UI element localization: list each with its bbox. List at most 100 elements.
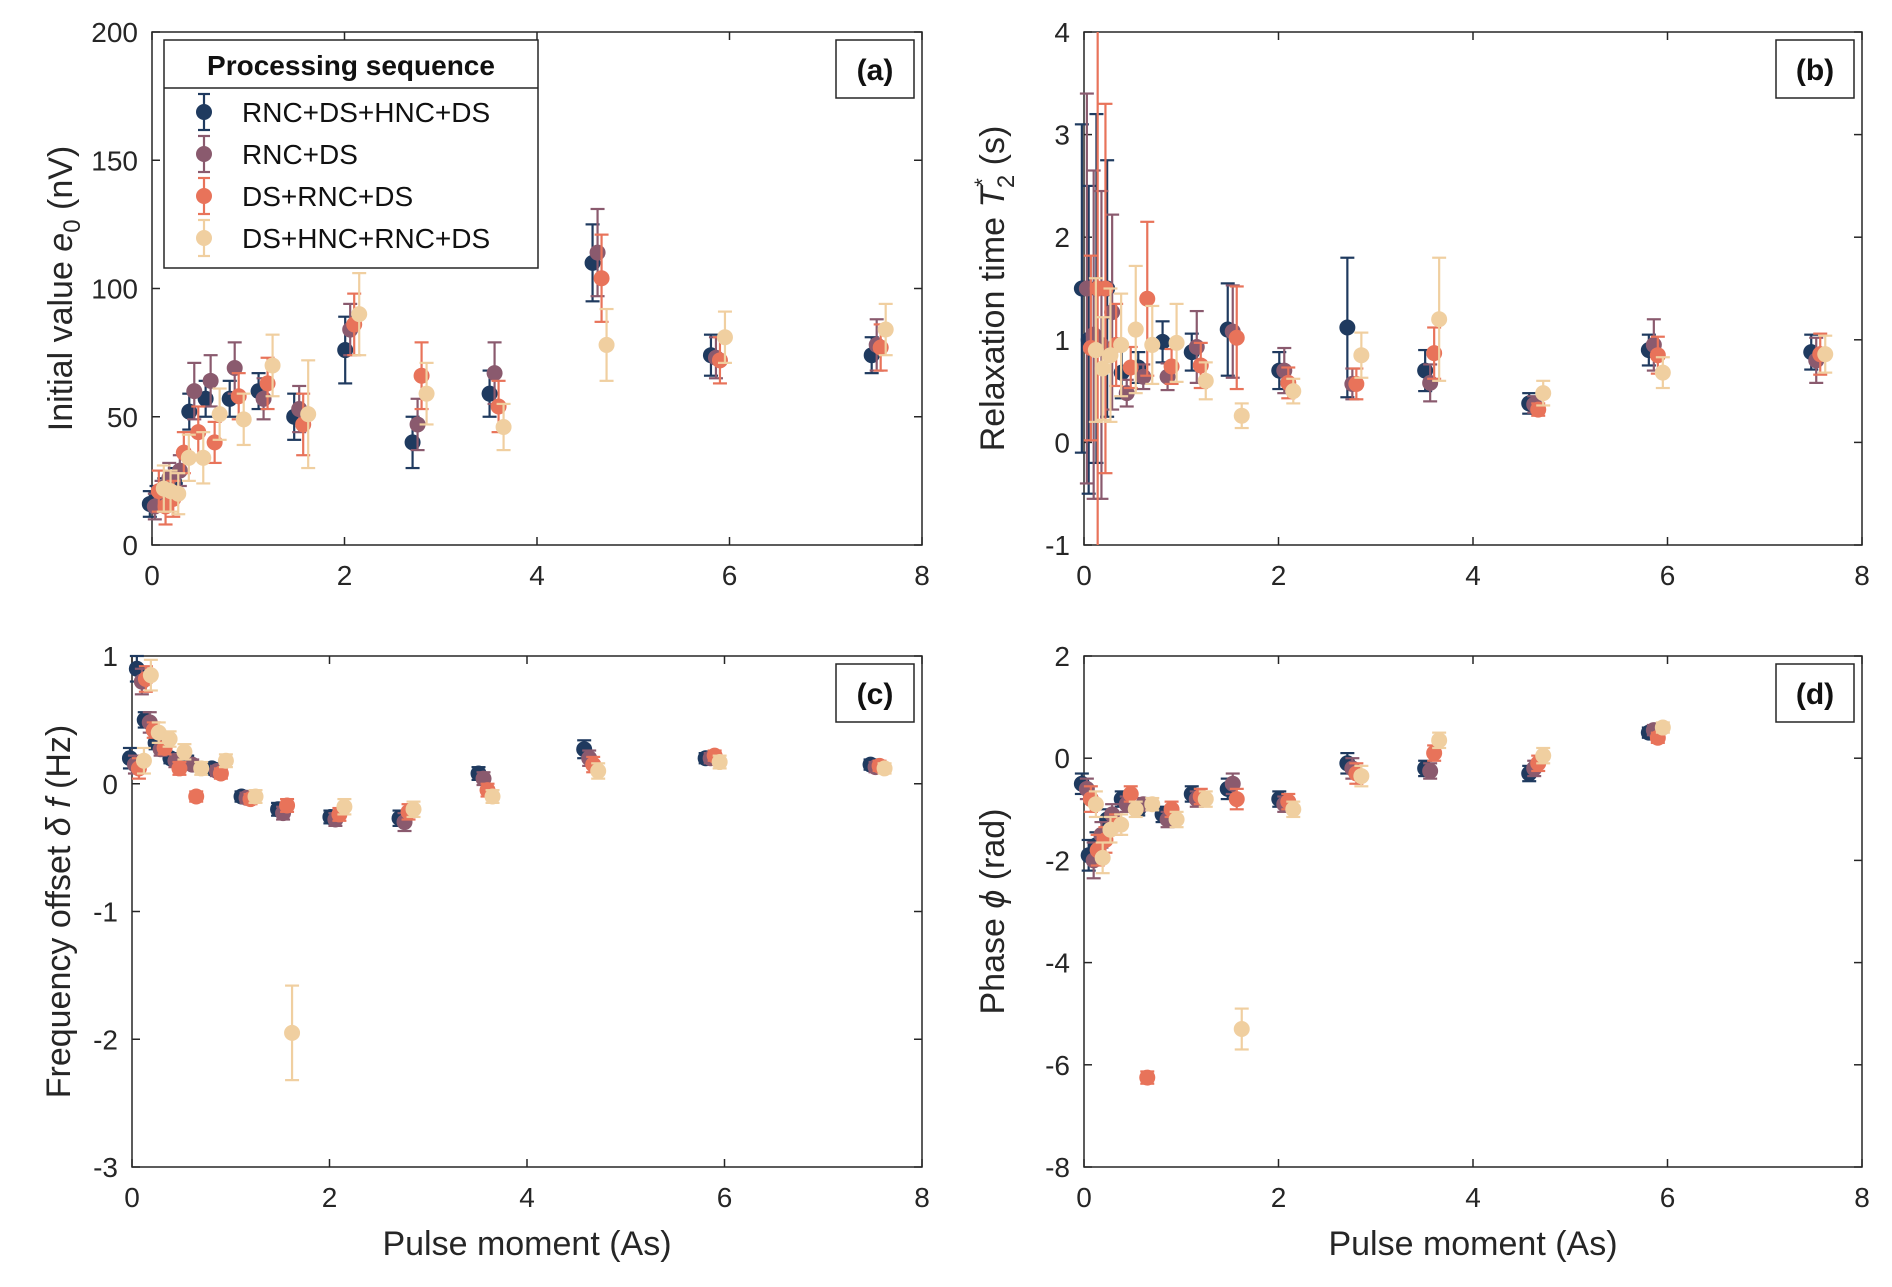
- data-point: [1285, 801, 1302, 818]
- data-point: [1431, 311, 1448, 328]
- panel-c: 0 2 4 6 8 -3 -2 -1 0 1 Frequency offset δ f (Hz) (c…: [40, 641, 930, 1263]
- series-4: [1087, 719, 1671, 1051]
- data-point: [1139, 290, 1156, 307]
- legend-marker: [196, 188, 212, 204]
- data-point: [1197, 372, 1214, 389]
- y-tick-label: -6: [1045, 1050, 1070, 1081]
- legend-box: [163, 39, 539, 269]
- data-point: [247, 788, 264, 805]
- x-tick-label: 6: [717, 1182, 733, 1213]
- data-point: [1431, 732, 1448, 749]
- y-tick-label: -2: [1045, 845, 1070, 876]
- y-tick-label: -3: [93, 1152, 118, 1183]
- data-point: [336, 798, 353, 815]
- panel-tag-box: [835, 39, 915, 99]
- data-point: [211, 406, 228, 423]
- data-point: [1139, 1069, 1156, 1086]
- x-tick-label: 8: [914, 1182, 930, 1213]
- data-point: [1102, 347, 1119, 364]
- data-point: [495, 419, 512, 436]
- data-point: [1168, 811, 1185, 828]
- data-point: [351, 306, 368, 323]
- x-tick-label: 8: [1854, 1182, 1870, 1213]
- data-point: [188, 788, 205, 805]
- data-point: [1094, 360, 1111, 377]
- legend-entry: RNC+DS: [242, 139, 358, 170]
- y-tick-label: 2: [1054, 222, 1070, 253]
- series-4: [135, 658, 893, 1082]
- data-point: [1144, 336, 1161, 353]
- x-tick-label: 4: [519, 1182, 535, 1213]
- y-tick-label: 200: [91, 17, 138, 48]
- x-tick-label: 0: [144, 560, 160, 591]
- y-tick-label: 3: [1054, 120, 1070, 151]
- data-point: [877, 321, 894, 338]
- data-point: [1224, 775, 1241, 792]
- data-point: [1535, 747, 1552, 764]
- y-axis-title: Frequency offset δ f (Hz): [40, 725, 78, 1099]
- data-point: [135, 752, 152, 769]
- y-axis-title: Initial value e0 (nV): [42, 146, 86, 432]
- data-point: [1422, 374, 1439, 391]
- data-point: [170, 485, 187, 502]
- legend-entry: DS+RNC+DS: [242, 181, 413, 212]
- y-axis-title: Phase ϕ (rad): [974, 808, 1012, 1014]
- data-point: [1233, 1021, 1250, 1038]
- x-tick-label: 4: [1465, 560, 1481, 591]
- y-tick-label: 0: [1054, 427, 1070, 458]
- y-tick-label: 1: [1054, 325, 1070, 356]
- data-point: [593, 270, 610, 287]
- data-point: [1422, 762, 1439, 779]
- data-point: [1113, 816, 1130, 833]
- data-point: [409, 416, 426, 433]
- x-tick-label: 8: [1854, 560, 1870, 591]
- y-tick-label: -2: [93, 1024, 118, 1055]
- data-point: [1144, 796, 1161, 813]
- panel-a: 0 2 4 6 8 0 50 100 150 200 Initial value e0 (nV) (a…: [42, 17, 930, 591]
- y-tick-label: -1: [1045, 530, 1070, 561]
- y-axis-title: Relaxation time T*2 (s): [970, 126, 1020, 452]
- y-tick-label: -4: [1045, 948, 1070, 979]
- x-tick-label: 8: [914, 560, 930, 591]
- data-point: [279, 797, 296, 814]
- data-point: [1339, 319, 1356, 336]
- panel-tag: (b): [1796, 54, 1834, 87]
- y-tick-label: 50: [107, 402, 138, 433]
- data-point: [226, 360, 243, 377]
- data-point: [1654, 364, 1671, 381]
- data-point: [876, 760, 893, 777]
- data-point: [1127, 801, 1144, 818]
- data-point: [1535, 385, 1552, 402]
- x-tick-label: 4: [1465, 1182, 1481, 1213]
- data-point: [176, 743, 193, 760]
- data-point: [590, 762, 607, 779]
- x-tick-label: 0: [1076, 1182, 1092, 1213]
- data-point: [235, 411, 252, 428]
- data-point: [212, 765, 229, 782]
- data-point: [1168, 334, 1185, 351]
- data-point: [1353, 347, 1370, 364]
- data-point: [186, 383, 203, 400]
- data-point: [589, 244, 606, 261]
- data-point: [142, 667, 159, 684]
- data-point: [1113, 336, 1130, 353]
- panel-tag: (a): [857, 54, 894, 87]
- data-point: [180, 449, 197, 466]
- y-tick-label: 2: [1054, 641, 1070, 672]
- panel-tag-box: [835, 663, 915, 723]
- x-tick-label: 2: [322, 1182, 338, 1213]
- y-tick-label: 0: [122, 530, 138, 561]
- data-point: [418, 385, 435, 402]
- data-point: [1197, 791, 1214, 808]
- legend-marker: [196, 146, 212, 162]
- x-axis-title: Pulse moment (As): [1328, 1225, 1617, 1263]
- x-tick-label: 6: [1660, 560, 1676, 591]
- data-point: [1228, 791, 1245, 808]
- data-point: [195, 449, 212, 466]
- data-point: [1353, 768, 1370, 785]
- data-point: [255, 390, 272, 407]
- data-point: [193, 760, 210, 777]
- legend-marker: [196, 104, 212, 120]
- y-tick-label: -8: [1045, 1152, 1070, 1183]
